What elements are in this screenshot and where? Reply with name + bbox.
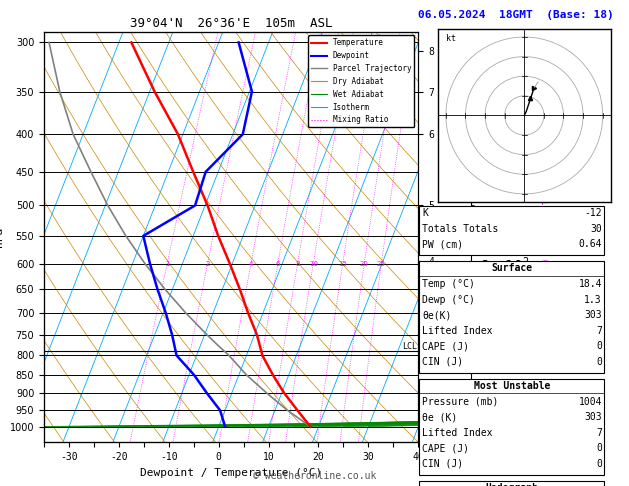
Text: Most Unstable: Most Unstable	[474, 381, 550, 391]
Text: 18.4: 18.4	[579, 279, 602, 289]
Text: PW (cm): PW (cm)	[422, 239, 463, 249]
Text: θe(K): θe(K)	[422, 310, 452, 320]
Y-axis label: hPa: hPa	[0, 227, 4, 247]
Text: 10: 10	[309, 260, 318, 267]
Text: Totals Totals: Totals Totals	[422, 224, 498, 234]
Text: 30: 30	[590, 224, 602, 234]
Text: 303: 303	[584, 310, 602, 320]
Text: 20: 20	[360, 260, 369, 267]
Text: Pressure (mb): Pressure (mb)	[422, 397, 498, 407]
Text: Lifted Index: Lifted Index	[422, 326, 493, 336]
Legend: Temperature, Dewpoint, Parcel Trajectory, Dry Adiabat, Wet Adiabat, Isotherm, Mi: Temperature, Dewpoint, Parcel Trajectory…	[308, 35, 415, 127]
Text: 7: 7	[596, 326, 602, 336]
Text: 4: 4	[248, 260, 253, 267]
Text: 6: 6	[276, 260, 280, 267]
Title: 39°04'N  26°36'E  105m  ASL: 39°04'N 26°36'E 105m ASL	[130, 17, 332, 31]
Text: CAPE (J): CAPE (J)	[422, 341, 469, 351]
Text: CAPE (J): CAPE (J)	[422, 443, 469, 453]
Text: 2: 2	[206, 260, 209, 267]
Text: CIN (J): CIN (J)	[422, 459, 463, 469]
Text: K: K	[422, 208, 428, 218]
Text: Temp (°C): Temp (°C)	[422, 279, 475, 289]
Text: 0: 0	[596, 459, 602, 469]
Text: Surface: Surface	[491, 263, 532, 274]
Text: CIN (J): CIN (J)	[422, 357, 463, 367]
Text: 25: 25	[377, 260, 386, 267]
Y-axis label: km
ASL: km ASL	[450, 226, 468, 248]
Text: 15: 15	[338, 260, 347, 267]
Text: Dewp (°C): Dewp (°C)	[422, 295, 475, 305]
Text: 7: 7	[596, 428, 602, 438]
X-axis label: Dewpoint / Temperature (°C): Dewpoint / Temperature (°C)	[140, 468, 322, 478]
Text: 303: 303	[584, 412, 602, 422]
Text: LCL: LCL	[402, 343, 417, 351]
Text: -12: -12	[584, 208, 602, 218]
Text: kt: kt	[446, 34, 456, 43]
Text: θe (K): θe (K)	[422, 412, 457, 422]
Text: Hodograph: Hodograph	[485, 483, 538, 486]
Text: © weatheronline.co.uk: © weatheronline.co.uk	[253, 471, 376, 481]
Text: 8: 8	[295, 260, 300, 267]
Text: Lifted Index: Lifted Index	[422, 428, 493, 438]
Text: 0: 0	[596, 357, 602, 367]
Text: 06.05.2024  18GMT  (Base: 18): 06.05.2024 18GMT (Base: 18)	[418, 10, 614, 20]
Text: 0.64: 0.64	[579, 239, 602, 249]
Text: 0: 0	[596, 341, 602, 351]
Text: 0: 0	[596, 443, 602, 453]
Text: 1004: 1004	[579, 397, 602, 407]
Text: 1.3: 1.3	[584, 295, 602, 305]
Text: 1: 1	[165, 260, 169, 267]
Y-axis label: Mixing Ratio (g/kg): Mixing Ratio (g/kg)	[539, 181, 549, 293]
